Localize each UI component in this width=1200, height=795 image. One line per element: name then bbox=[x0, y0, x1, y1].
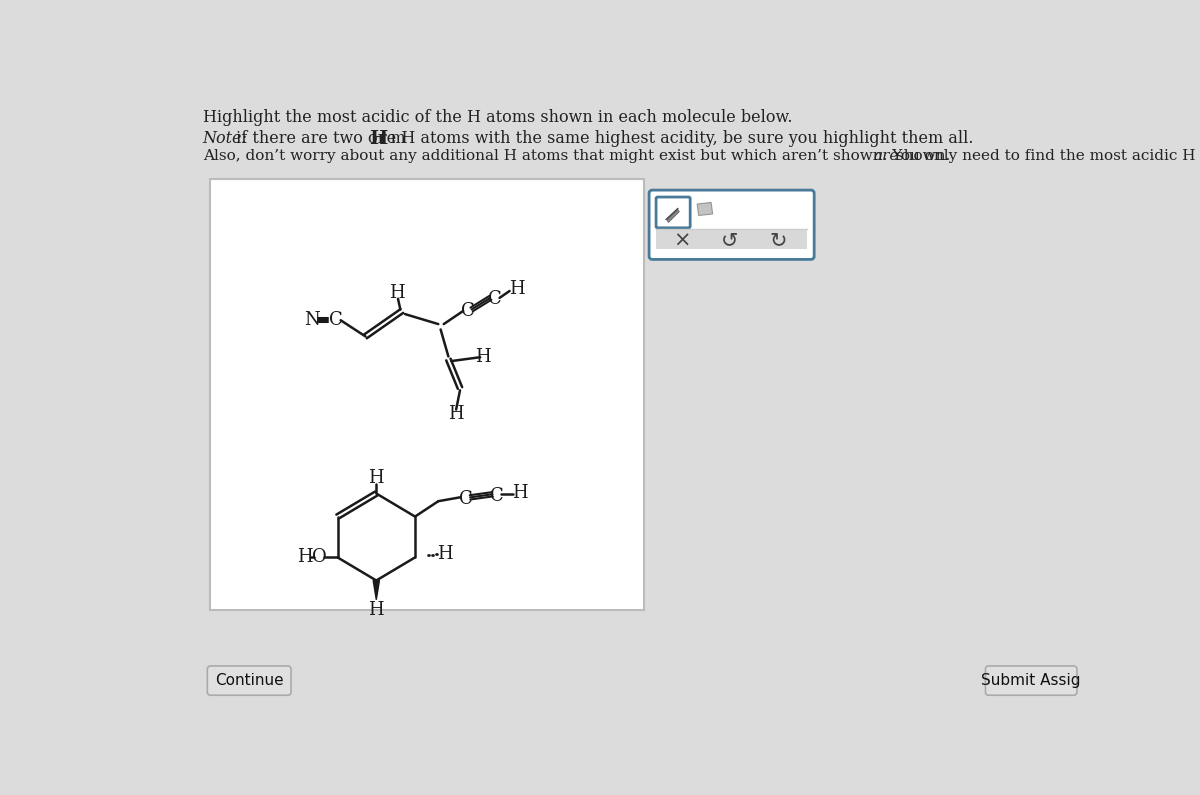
Text: H: H bbox=[389, 284, 404, 301]
Text: ↺: ↺ bbox=[721, 231, 738, 250]
Polygon shape bbox=[697, 203, 713, 215]
Text: if there are two or m: if there are two or m bbox=[232, 130, 406, 147]
Text: H: H bbox=[437, 545, 452, 563]
Text: ↻: ↻ bbox=[769, 231, 786, 250]
Text: O: O bbox=[312, 549, 326, 566]
Text: N: N bbox=[304, 311, 320, 329]
FancyBboxPatch shape bbox=[649, 190, 814, 259]
Text: H: H bbox=[475, 348, 491, 366]
Text: H: H bbox=[368, 601, 384, 619]
Text: Note:: Note: bbox=[203, 130, 247, 147]
Text: H: H bbox=[449, 405, 464, 423]
Text: Highlight the most acidic of the H atoms shown in each molecule below.: Highlight the most acidic of the H atoms… bbox=[203, 109, 792, 126]
Text: C: C bbox=[458, 490, 473, 508]
Text: C: C bbox=[329, 311, 343, 329]
FancyBboxPatch shape bbox=[210, 179, 644, 610]
Polygon shape bbox=[373, 580, 379, 599]
Polygon shape bbox=[667, 209, 679, 223]
Text: H: H bbox=[509, 281, 524, 298]
FancyBboxPatch shape bbox=[985, 666, 1076, 696]
FancyBboxPatch shape bbox=[656, 197, 690, 228]
FancyBboxPatch shape bbox=[656, 230, 808, 250]
Text: Also, don’t worry about any additional H atoms that might exist but which aren’t: Also, don’t worry about any additional H… bbox=[203, 149, 1200, 163]
Text: H: H bbox=[512, 483, 528, 502]
Text: are: are bbox=[874, 149, 899, 163]
Text: C: C bbox=[490, 487, 503, 505]
Text: shown.: shown. bbox=[890, 149, 950, 163]
Text: H: H bbox=[370, 130, 388, 148]
Text: C: C bbox=[461, 302, 475, 320]
Text: ×: × bbox=[673, 231, 690, 250]
Text: H: H bbox=[368, 469, 384, 487]
Text: re H atoms with the same highest acidity, be sure you highlight them all.: re H atoms with the same highest acidity… bbox=[379, 130, 974, 147]
Text: C: C bbox=[488, 290, 502, 308]
Text: Submit Assig: Submit Assig bbox=[982, 673, 1081, 688]
Text: H: H bbox=[298, 549, 313, 566]
FancyBboxPatch shape bbox=[208, 666, 292, 696]
Text: Continue: Continue bbox=[215, 673, 283, 688]
